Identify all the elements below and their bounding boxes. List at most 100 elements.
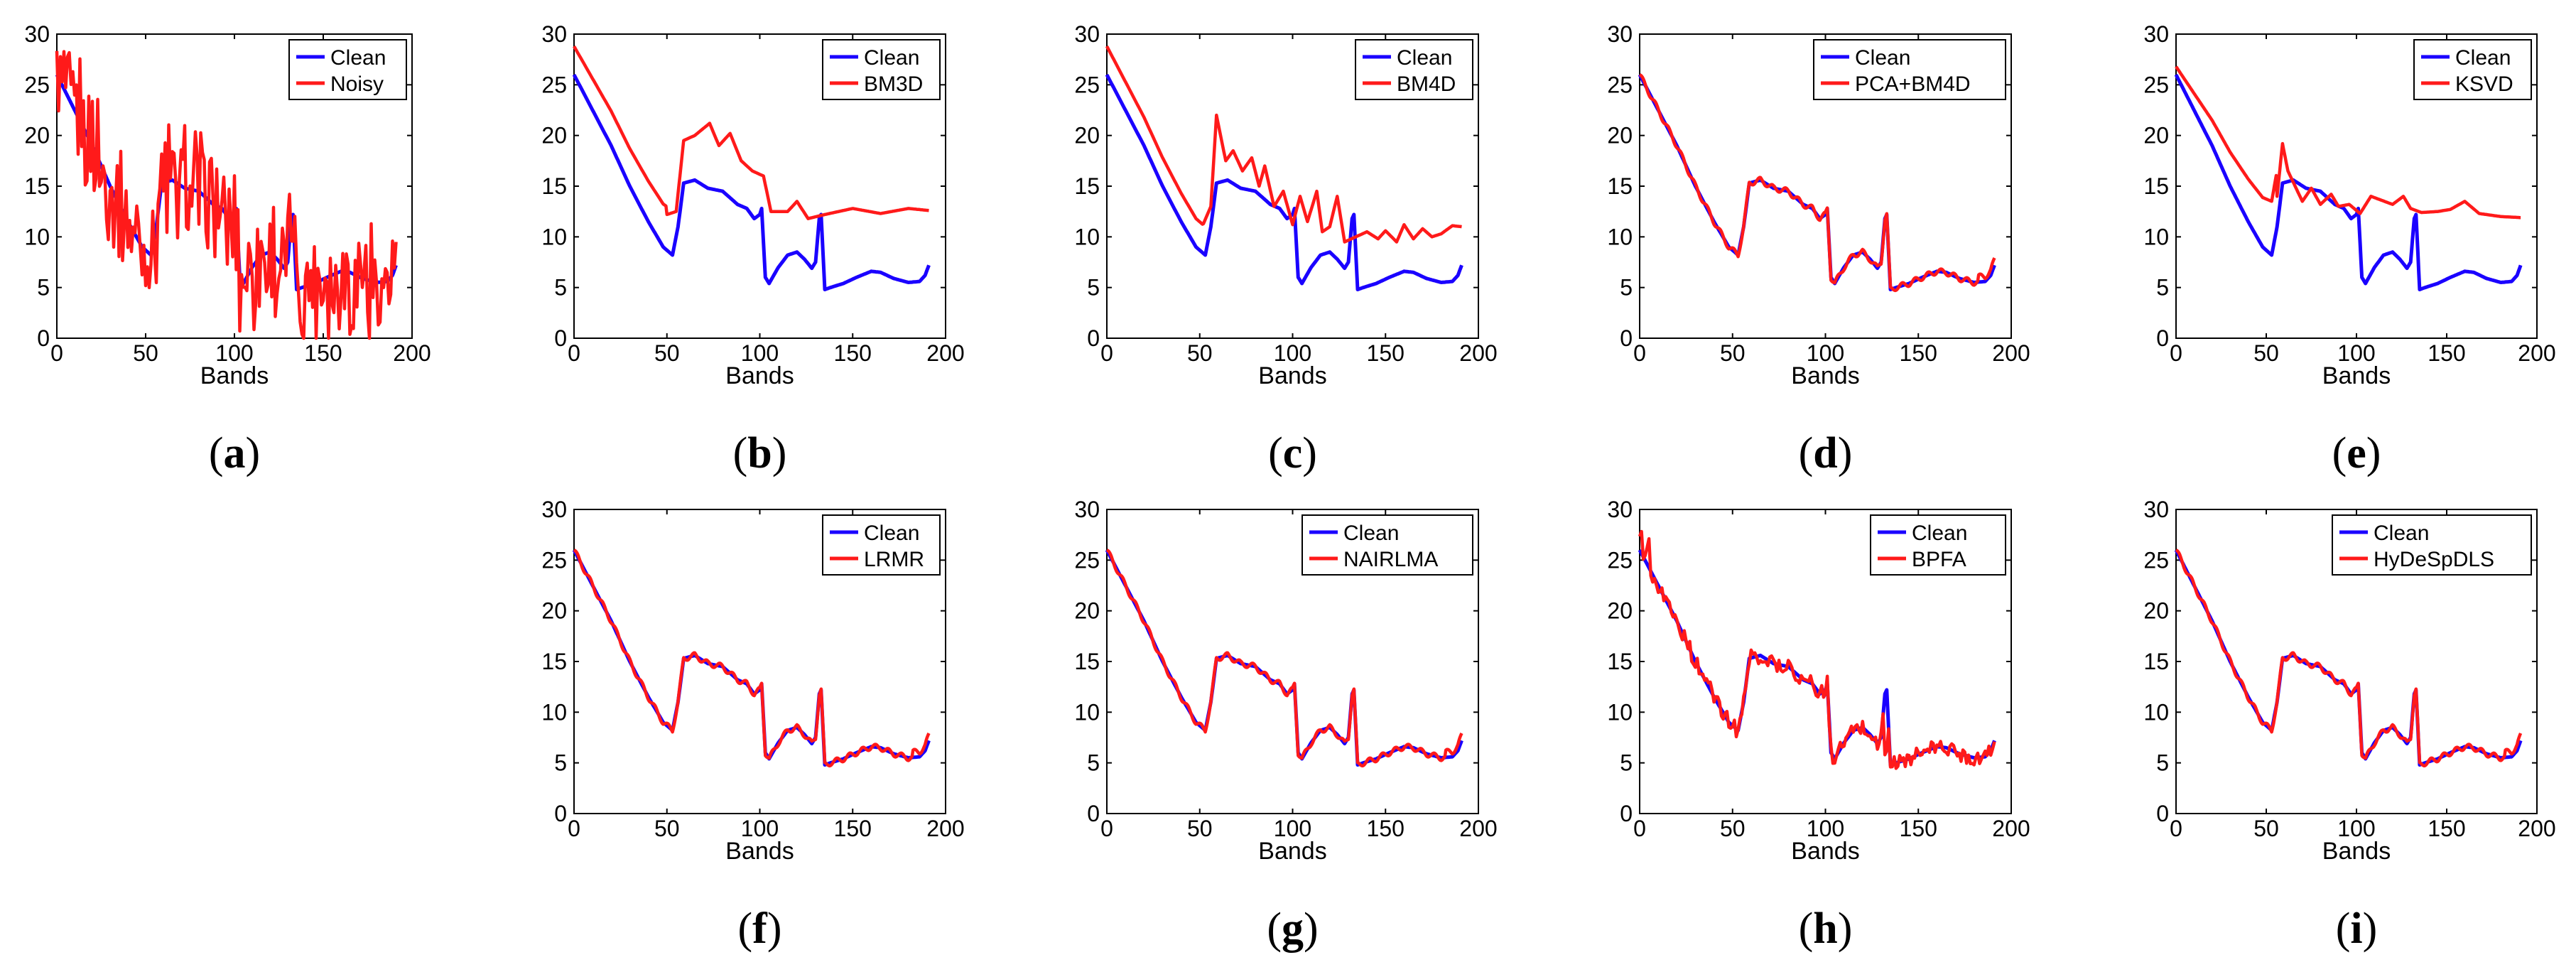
- legend-label: BM4D: [1397, 72, 1456, 96]
- y-tick-label: 10: [2143, 699, 2169, 725]
- series-line-lrmr: [573, 549, 931, 768]
- y-tick-label: 5: [1087, 275, 1100, 301]
- x-axis-label: Bands: [200, 362, 269, 389]
- x-tick-label: 150: [1367, 816, 1405, 841]
- panel-caption: (f): [738, 904, 782, 953]
- y-tick-label: 15: [1607, 649, 1633, 674]
- x-tick-label: 0: [2170, 816, 2182, 841]
- legend-label: Clean: [1343, 522, 1399, 545]
- y-tick-label: 10: [541, 699, 567, 725]
- x-axis-label: Bands: [1791, 838, 1859, 865]
- x-tick-label: 150: [2428, 816, 2465, 841]
- x-tick-label: 50: [1720, 340, 1746, 366]
- legend: [822, 514, 941, 576]
- legend: [288, 39, 407, 100]
- x-axis-label: Bands: [725, 838, 794, 865]
- x-tick-label: 100: [1807, 340, 1844, 366]
- x-tick-label: 200: [926, 340, 964, 366]
- y-tick-label: 20: [1607, 123, 1633, 148]
- y-tick-label: 20: [541, 123, 567, 148]
- y-tick-label: 5: [2156, 750, 2169, 776]
- y-tick-label: 10: [1074, 224, 1100, 249]
- series-line-clean: [2174, 73, 2523, 291]
- series-line-noisy: [55, 50, 398, 340]
- x-tick-label: 0: [1100, 816, 1113, 841]
- y-tick-label: 5: [2156, 275, 2169, 301]
- x-tick-label: 0: [568, 340, 580, 366]
- y-tick-label: 0: [1087, 801, 1100, 826]
- y-tick-label: 30: [2143, 497, 2169, 522]
- y-tick-label: 15: [24, 173, 50, 199]
- x-tick-label: 0: [1633, 816, 1646, 841]
- y-tick-label: 30: [1607, 497, 1633, 522]
- legend-label: BM3D: [864, 72, 923, 96]
- panel-caption: (i): [2336, 904, 2378, 953]
- x-tick-label: 150: [834, 340, 872, 366]
- y-tick-label: 20: [2143, 598, 2169, 624]
- y-tick-label: 20: [24, 123, 50, 148]
- series-line-nairlma: [1105, 549, 1463, 768]
- legend-label: NAIRLMA: [1343, 548, 1438, 571]
- y-tick-label: 5: [1620, 275, 1633, 301]
- y-tick-label: 30: [2143, 21, 2169, 47]
- legend-label: Clean: [2455, 46, 2511, 70]
- legend-label: Clean: [2374, 522, 2429, 545]
- x-tick-label: 100: [2337, 340, 2375, 366]
- y-tick-label: 30: [541, 21, 567, 47]
- legend-label: Clean: [864, 522, 919, 545]
- x-tick-label: 50: [2253, 816, 2279, 841]
- x-tick-label: 100: [1807, 816, 1844, 841]
- x-tick-label: 50: [1187, 340, 1213, 366]
- y-tick-label: 25: [1074, 547, 1100, 573]
- y-tick-label: 25: [2143, 72, 2169, 97]
- legend-label: LRMR: [864, 548, 924, 571]
- x-tick-label: 150: [1367, 340, 1405, 366]
- x-tick-label: 100: [215, 340, 253, 366]
- x-tick-label: 100: [1274, 340, 1311, 366]
- legend-label: PCA+BM4D: [1855, 72, 1971, 96]
- x-tick-label: 150: [304, 340, 342, 366]
- y-tick-label: 10: [1074, 699, 1100, 725]
- x-tick-label: 0: [2170, 340, 2182, 366]
- panel-caption: (e): [2332, 429, 2381, 477]
- x-tick-label: 50: [2253, 340, 2279, 366]
- y-tick-label: 0: [2156, 325, 2169, 351]
- legend-label: HyDeSpDLS: [2374, 548, 2494, 571]
- y-tick-label: 5: [37, 275, 50, 301]
- panel-caption: (h): [1799, 904, 1853, 953]
- x-tick-label: 200: [1459, 340, 1497, 366]
- x-tick-label: 50: [1187, 816, 1213, 841]
- y-tick-label: 10: [2143, 224, 2169, 249]
- legend: [1870, 514, 2006, 576]
- x-tick-label: 50: [654, 340, 680, 366]
- y-tick-label: 0: [554, 325, 567, 351]
- x-axis-label: Bands: [725, 362, 794, 389]
- y-tick-label: 0: [37, 325, 50, 351]
- x-tick-label: 100: [741, 816, 779, 841]
- x-tick-label: 0: [568, 816, 580, 841]
- y-tick-label: 30: [24, 21, 50, 47]
- legend-label: Clean: [1912, 522, 1967, 545]
- y-tick-label: 25: [541, 72, 567, 97]
- y-tick-label: 5: [554, 275, 567, 301]
- x-tick-label: 100: [2337, 816, 2375, 841]
- series-line-pca-bm4d: [1638, 73, 1996, 293]
- x-tick-label: 200: [393, 340, 431, 366]
- x-axis-label: Bands: [1258, 362, 1326, 389]
- x-tick-label: 150: [1900, 340, 1937, 366]
- legend: [822, 39, 941, 100]
- y-tick-label: 10: [24, 224, 50, 249]
- panel-g: 0 50 100 150 200 0 5 10 15 20 25 30 Bands Clean NAIRLM…: [1074, 497, 1497, 953]
- y-tick-label: 15: [2143, 649, 2169, 674]
- y-tick-label: 30: [1607, 21, 1633, 47]
- x-axis-label: Bands: [1258, 838, 1326, 865]
- x-tick-label: 100: [741, 340, 779, 366]
- series-line-bpfa: [1638, 529, 1996, 770]
- series-line-clean: [1105, 73, 1463, 291]
- series-line-bm4d: [1105, 45, 1463, 244]
- panel-i: 0 50 100 150 200 0 5 10 15 20 25 30 Bands Clean HyDeSp…: [2143, 497, 2555, 953]
- y-tick-label: 0: [554, 801, 567, 826]
- x-tick-label: 150: [1900, 816, 1937, 841]
